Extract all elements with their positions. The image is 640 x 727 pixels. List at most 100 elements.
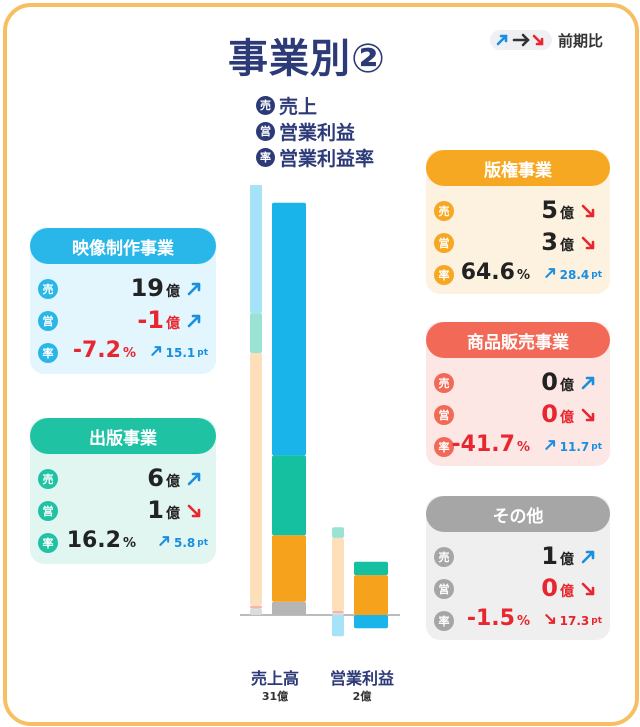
x-tick-total-revenue: 31億 — [261, 690, 289, 703]
metric-row-margin: 率 64.6% 28.4 pt — [426, 260, 610, 290]
bar-previous-その他 — [332, 613, 344, 615]
margin-change: 28.4 pt — [544, 266, 602, 283]
segment-card: その他売 1 億営 0 億率 -1.5% 17.3 pt — [426, 496, 610, 640]
bar-previous-映像制作事業 — [332, 615, 344, 637]
bar-current-映像制作事業 — [354, 615, 388, 629]
metric-badge: 営 — [434, 405, 454, 425]
segment-card-header: 出版事業 — [30, 418, 216, 454]
up-arrow-icon — [186, 312, 204, 330]
up-arrow-icon — [150, 344, 164, 361]
metric-badge: 売 — [434, 547, 454, 567]
metric-row-margin: 率 -7.2% 15.1 pt — [30, 338, 216, 368]
up-arrow-icon — [580, 374, 598, 392]
compare-arrows-icon — [490, 30, 552, 50]
stacked-bar-chart — [240, 185, 400, 637]
compare-legend: 前期比 — [490, 30, 603, 50]
bar-previous-商品販売事業 — [332, 611, 344, 613]
down-arrow-icon — [186, 502, 204, 520]
x-tick-label-revenue: 売上高 — [250, 669, 299, 688]
bar-current-その他 — [272, 601, 306, 615]
metric-badge: 営 — [434, 579, 454, 599]
down-arrow-icon — [580, 202, 598, 220]
margin-value: 16.2% — [66, 528, 136, 553]
metric-row-revenue: 売 19 億 — [30, 274, 216, 304]
down-arrow-icon — [580, 234, 598, 252]
up-arrow-icon — [186, 470, 204, 488]
margin-change: 17.3 pt — [544, 612, 602, 629]
segment-card: 商品販売事業売 0 億営 0 億率 -41.7% 11.7 pt — [426, 322, 610, 466]
metric-row-margin: 率 -1.5% 17.3 pt — [426, 606, 610, 636]
legend-label: 営業利益 — [279, 121, 356, 144]
metric-badge: 率 — [434, 265, 454, 285]
operating-profit-value: -1 億 — [137, 306, 180, 334]
bar-previous-出版事業 — [332, 527, 344, 538]
up-arrow-icon — [580, 548, 598, 566]
down-arrow-icon — [544, 612, 558, 629]
page-title: 事業別② — [228, 36, 386, 82]
segment-card: 出版事業売 6 億営 1 億率 16.2% 5.8 pt — [30, 418, 216, 564]
up-arrow-icon — [158, 534, 172, 551]
bar-current-版権事業 — [354, 575, 388, 615]
metric-badge: 営 — [38, 501, 58, 521]
legend-item-margin: 率 営業利益率 — [256, 144, 374, 170]
margin-value: -7.2% — [72, 338, 136, 363]
metric-row-margin: 率 -41.7% 11.7 pt — [426, 432, 610, 462]
bar-previous-その他 — [250, 608, 262, 615]
margin-value: -41.7% — [451, 432, 530, 457]
bar-previous-商品販売事業 — [250, 605, 262, 609]
bar-current-出版事業 — [272, 455, 306, 536]
bar-current-出版事業 — [354, 561, 388, 576]
legend-item-revenue: 売 売上 — [256, 92, 374, 118]
metric-badge: 売 — [38, 279, 58, 299]
metric-badge: 率 — [38, 343, 58, 363]
x-tick-label-operating-profit: 営業利益 — [329, 669, 394, 688]
margin-value: 64.6% — [460, 260, 530, 285]
legend-label: 売上 — [279, 95, 318, 118]
bar-previous-出版事業 — [250, 313, 262, 353]
segment-card: 版権事業売 5 億営 3 億率 64.6% 28.4 pt — [426, 150, 610, 294]
bar-current-映像制作事業 — [272, 202, 306, 456]
bar-previous-映像制作事業 — [250, 185, 262, 314]
bar-current-版権事業 — [272, 535, 306, 602]
segment-card-header: 映像制作事業 — [30, 228, 216, 264]
segment-card-header: 版権事業 — [426, 150, 610, 186]
down-arrow-icon — [580, 580, 598, 598]
legend-badge: 率 — [256, 147, 275, 167]
revenue-value: 19 億 — [130, 274, 180, 302]
margin-value: -1.5% — [466, 606, 530, 631]
legend-badge: 売 — [256, 95, 275, 115]
metric-badge: 営 — [38, 311, 58, 331]
bar-previous-版権事業 — [332, 537, 344, 611]
segment-card-header: 商品販売事業 — [426, 322, 610, 358]
compare-legend-label: 前期比 — [558, 31, 604, 50]
metric-legend: 売 売上 営 営業利益 率 営業利益率 — [256, 92, 374, 170]
margin-change: 15.1 pt — [150, 344, 208, 361]
segment-card-header: その他 — [426, 496, 610, 532]
metric-badge: 営 — [434, 233, 454, 253]
legend-badge: 営 — [256, 121, 275, 141]
metric-row-operating-profit: 営 -1 億 — [30, 306, 216, 336]
up-arrow-icon — [544, 266, 558, 283]
metric-badge: 率 — [434, 611, 454, 631]
legend-item-operating-profit: 営 営業利益 — [256, 118, 374, 144]
metric-badge: 売 — [434, 201, 454, 221]
metric-badge: 率 — [434, 437, 454, 457]
metric-badge: 売 — [38, 469, 58, 489]
metric-row-margin: 率 16.2% 5.8 pt — [30, 528, 216, 558]
legend-label: 営業利益率 — [279, 147, 375, 170]
